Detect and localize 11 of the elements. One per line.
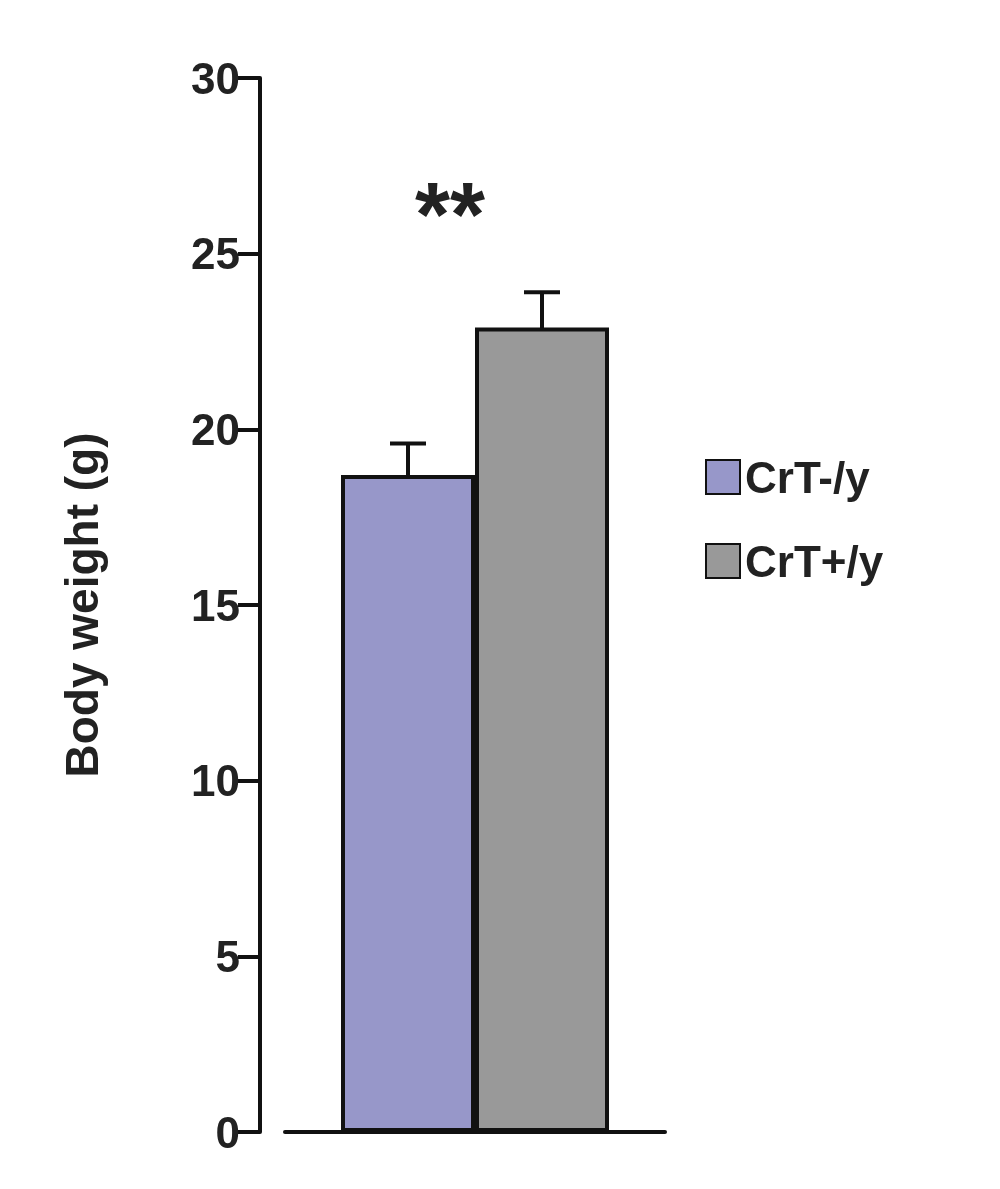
y-tick-label: 30: [191, 53, 240, 103]
y-tick-label: 20: [191, 404, 240, 454]
y-tick-label: 25: [191, 229, 240, 279]
legend-label: CrT-/y: [745, 452, 871, 502]
y-axis-title: Body weight (g): [56, 432, 108, 778]
y-tick-label: 10: [191, 756, 240, 806]
y-tick-label: 5: [215, 931, 240, 981]
y-tick-label: 0: [215, 1107, 240, 1157]
y-tick-label: 15: [191, 580, 240, 630]
legend-label: CrT+/y: [745, 536, 884, 586]
annotation: **: [415, 165, 486, 265]
